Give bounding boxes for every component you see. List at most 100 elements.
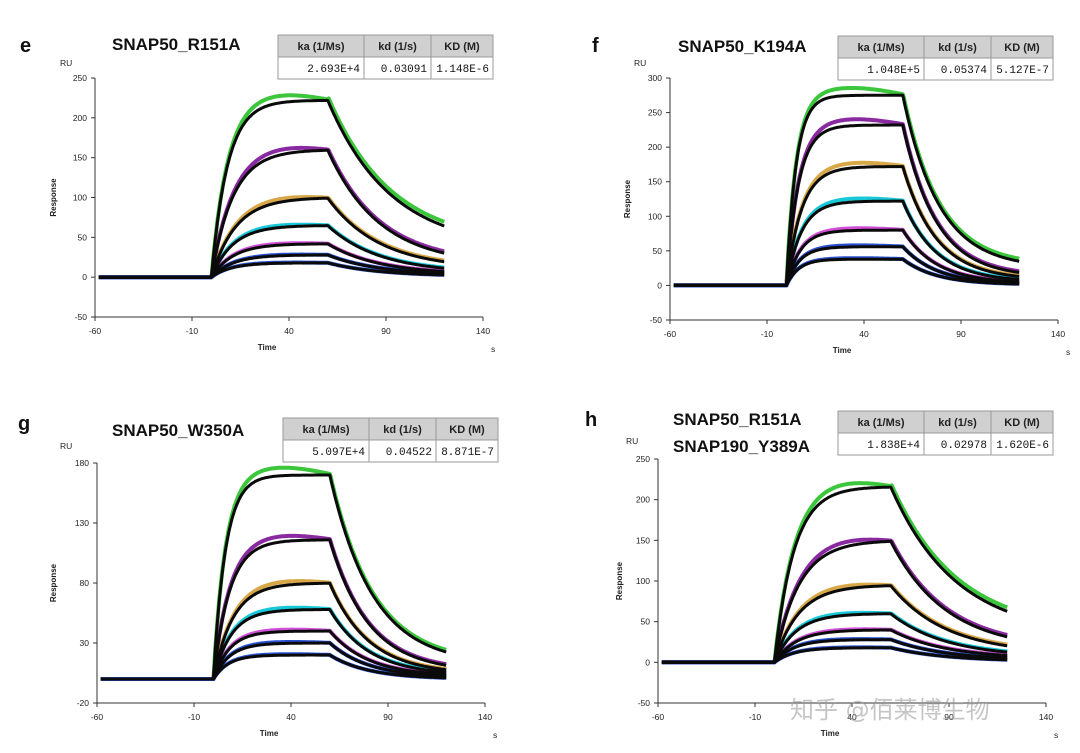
y-axis-label: Response xyxy=(623,179,632,218)
axes: -50 0 50 100 150 200 250 -60 -10 40 90 140 RU Respons… xyxy=(49,58,495,354)
y-unit-label: RU xyxy=(626,436,638,446)
fit-series-conc-7 xyxy=(661,646,1008,664)
x-tick-label: 140 xyxy=(1051,329,1065,339)
y-tick-label: 180 xyxy=(75,458,89,468)
table-value-text: 1.838E+4 xyxy=(867,440,920,452)
y-tick-label: -50 xyxy=(638,698,651,708)
table-value-text: 0.04522 xyxy=(386,447,432,459)
y-tick-label: -50 xyxy=(650,315,663,325)
panel-h: h SNAP50_R151A SNAP190_Y389A ka (1/Ms) 1.838… xyxy=(585,409,1058,740)
y-tick-label: 130 xyxy=(75,518,89,528)
table-value-text: 2.693E+4 xyxy=(307,64,360,76)
panel-letter: g xyxy=(18,413,30,435)
panel-g: g SNAP50_W350A ka (1/Ms) 5.097E+4 kd (1/s) 0.… xyxy=(18,413,499,740)
fit-series-conc-7 xyxy=(673,257,1020,287)
table-header-text: ka (1/Ms) xyxy=(297,41,344,53)
panel-f: f SNAP50_K194A ka (1/Ms) 1.048E+5 kd (1/s) 0.… xyxy=(592,35,1070,357)
y-tick-label: 30 xyxy=(80,638,90,648)
y-tick-label: 100 xyxy=(73,193,87,203)
x-tick-label: -60 xyxy=(652,712,665,722)
table-value-text: 0.02978 xyxy=(941,440,987,452)
axes: -50 0 50 100 150 200 250 300 -60 -10 40 90 140 RU Resp… xyxy=(623,58,1070,357)
x-tick-label: -60 xyxy=(89,326,102,336)
table-header-text: KD (M) xyxy=(444,41,480,53)
x-tick-label: 140 xyxy=(478,712,492,722)
axes: -20 30 80 130 180 -60 -10 40 90 140 RU Response Time… xyxy=(49,441,497,740)
table-header-text: kd (1/s) xyxy=(383,424,422,436)
x-unit-label: s xyxy=(1066,347,1070,357)
y-tick-label: 0 xyxy=(645,657,650,667)
kinetics-table: ka (1/Ms) 2.693E+4 kd (1/s) 0.03091 KD (M) 1.… xyxy=(277,34,494,80)
panel-letter: f xyxy=(592,35,599,57)
x-unit-label: s xyxy=(1054,730,1058,740)
panel-e: e SNAP50_R151A ka (1/Ms) 2.693E+4 kd (1/s) 0.… xyxy=(20,34,495,354)
kinetics-table: ka (1/Ms) 1.048E+5 kd (1/s) 0.05374 KD (M) 5.… xyxy=(837,35,1054,81)
y-tick-label: 150 xyxy=(636,535,650,545)
watermark-text: 知乎 @佰莱博生物 xyxy=(790,696,990,724)
table-header-text: KD (M) xyxy=(449,424,485,436)
x-tick-label: 40 xyxy=(859,329,869,339)
y-tick-label: 50 xyxy=(78,232,88,242)
series-group xyxy=(99,465,448,681)
x-axis-label: Time xyxy=(258,343,277,352)
table-value-text: 0.05374 xyxy=(941,65,988,77)
y-tick-label: 200 xyxy=(636,495,650,505)
panel-letter: h xyxy=(585,409,597,431)
panel-title: SNAP50_W350A xyxy=(112,421,244,440)
panel-letter: e xyxy=(20,35,31,57)
y-axis-label: Response xyxy=(49,178,58,217)
y-tick-label: 50 xyxy=(641,617,651,627)
table-value-cell xyxy=(430,56,494,80)
x-tick-label: -10 xyxy=(188,712,201,722)
table-value-text: 1.148E-6 xyxy=(436,64,489,76)
table-header-text: kd (1/s) xyxy=(938,42,977,54)
y-tick-label: 80 xyxy=(80,578,90,588)
x-tick-label: 140 xyxy=(476,326,490,336)
y-tick-label: -50 xyxy=(75,312,88,322)
table-value-cell xyxy=(435,439,499,463)
table-header-text: ka (1/Ms) xyxy=(857,417,904,429)
y-tick-label: -20 xyxy=(77,698,90,708)
x-tick-label: 40 xyxy=(286,712,296,722)
x-axis-label: Time xyxy=(821,729,840,738)
y-axis-label: Response xyxy=(49,563,58,602)
x-tick-label: 40 xyxy=(284,326,294,336)
x-axis-label: Time xyxy=(260,729,279,738)
y-tick-label: 150 xyxy=(73,153,87,163)
x-unit-label: s xyxy=(491,344,495,354)
x-tick-label: -10 xyxy=(186,326,199,336)
y-tick-label: 0 xyxy=(657,280,662,290)
x-tick-label: -10 xyxy=(761,329,774,339)
y-axis-label: Response xyxy=(615,561,624,600)
x-tick-label: -60 xyxy=(91,712,104,722)
table-value-text: 1.048E+5 xyxy=(867,65,920,77)
x-tick-label: -60 xyxy=(664,329,677,339)
table-value-cell xyxy=(990,57,1054,81)
x-tick-label: -10 xyxy=(749,712,762,722)
y-tick-label: 250 xyxy=(648,108,662,118)
y-unit-label: RU xyxy=(60,58,72,68)
table-header-text: kd (1/s) xyxy=(938,417,977,429)
y-tick-label: 250 xyxy=(73,73,87,83)
fit-series-conc-7 xyxy=(98,261,445,279)
series-group xyxy=(660,481,1009,665)
panel-title: SNAP50_R151A xyxy=(673,410,802,429)
table-value-text: 5.097E+4 xyxy=(312,447,365,459)
series-group xyxy=(672,86,1021,288)
table-header-text: KD (M) xyxy=(1004,417,1040,429)
panel-title: SNAP50_K194A xyxy=(678,37,807,56)
panel-title-secondary: SNAP190_Y389A xyxy=(673,437,810,456)
table-value-cell xyxy=(990,432,1054,456)
panel-title: SNAP50_R151A xyxy=(112,35,241,54)
table-header-text: ka (1/Ms) xyxy=(857,42,904,54)
table-value-text: 0.03091 xyxy=(381,64,428,76)
y-tick-label: 50 xyxy=(653,246,663,256)
y-tick-label: 150 xyxy=(648,177,662,187)
x-tick-label: 90 xyxy=(944,712,954,722)
y-tick-label: 200 xyxy=(73,113,87,123)
series-group xyxy=(97,93,446,280)
y-tick-label: 100 xyxy=(636,576,650,586)
y-unit-label: RU xyxy=(60,441,72,451)
fit-series-conc-7 xyxy=(100,653,447,681)
